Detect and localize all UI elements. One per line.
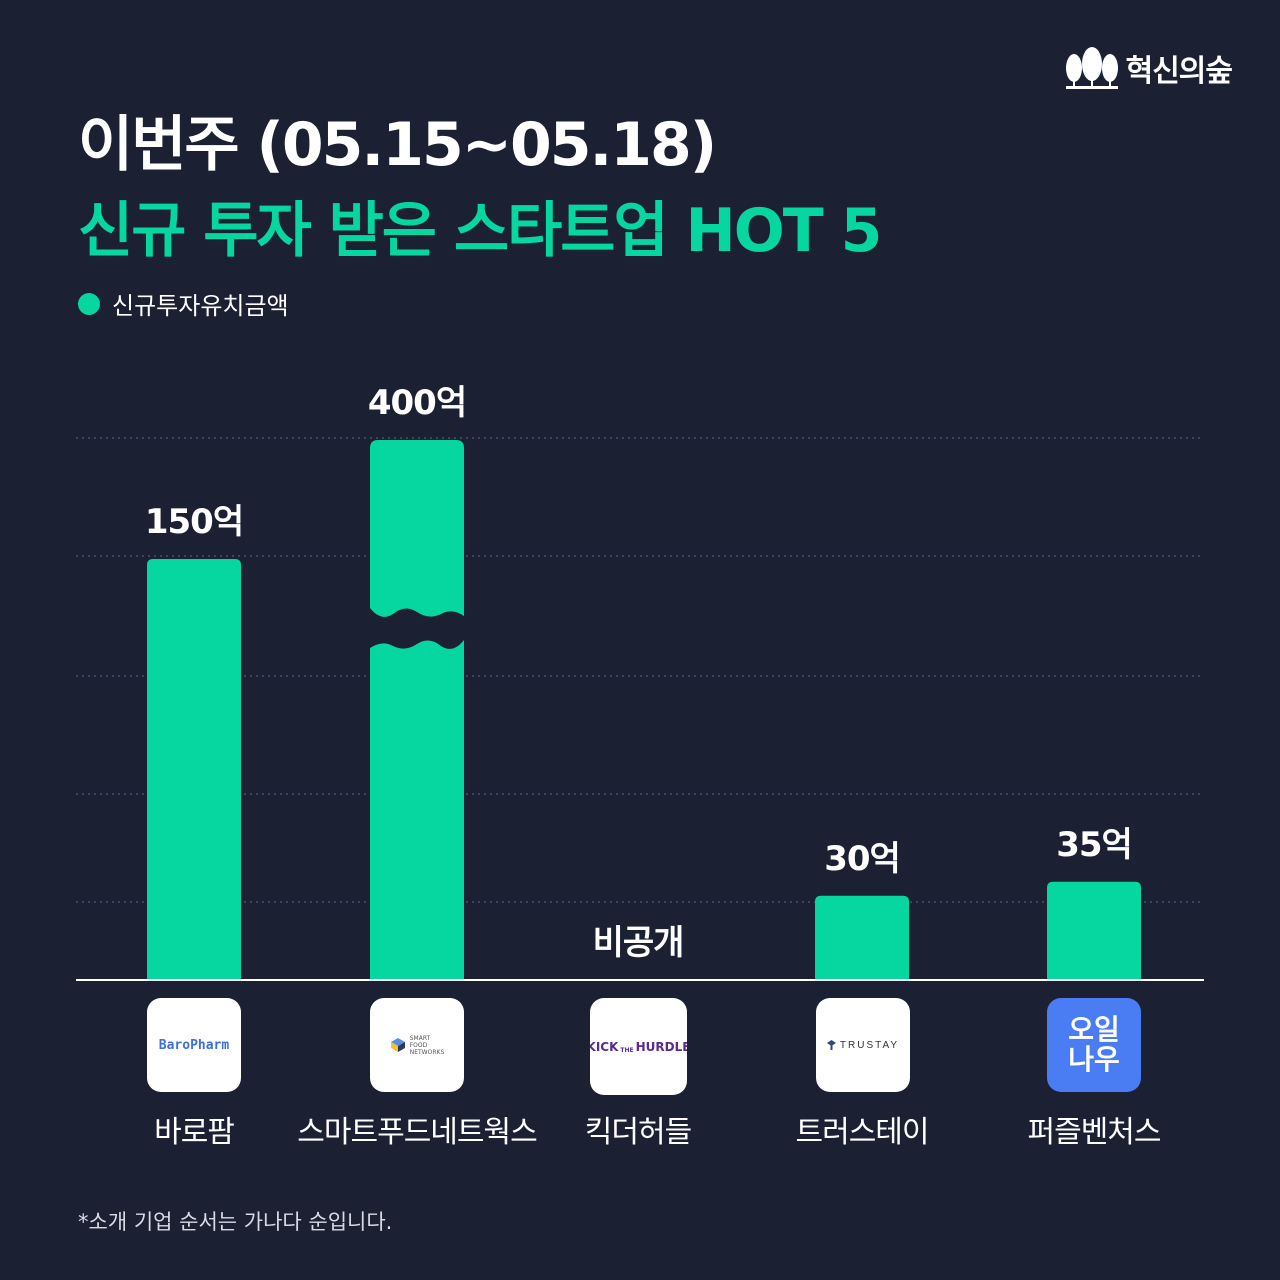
data-label-5: 35억 [1056,825,1132,865]
grid-lines [76,437,1204,903]
bar-5 [1047,881,1141,980]
chart-legend: 신규투자유치금액 [78,286,289,321]
data-label-1: 150억 [145,502,243,542]
category-label-4: 트러스테이 [796,1115,929,1150]
logo-kick-the-hurdle: KICK THE HURDLE [590,998,687,1095]
page-subtitle: 신규 투자 받은 스타트업 HOT 5 [78,196,882,266]
brand-name: 혁신의숲 [1125,54,1233,89]
bar-2-upper [370,440,464,617]
legend-swatch [78,292,100,315]
trustay-logo-text: TRUSTAY [839,1039,900,1051]
page-title: 이번주 (05.15~05.18) [78,110,717,180]
legend-label: 신규투자유치금액 [112,292,289,320]
kth-kick: KICK [590,1039,619,1054]
logo-barofarm: BaroPharm [147,998,241,1092]
ohilnau-line-2: 나우 [1068,1043,1120,1076]
bar-2-lower [370,640,464,980]
bar-1 [147,559,241,980]
brand-logo: 혁신의숲 [1064,46,1233,90]
cube-icon [390,1038,405,1052]
trustay-mark-icon [826,1040,836,1050]
category-label-2: 스마트푸드네트웍스 [297,1115,537,1150]
bar-4 [815,895,909,980]
footnote: *소개 기업 순서는 가나다 순입니다. [78,1210,393,1234]
logo-smart-food-networks: SMART FOOD NETWORKS [370,998,464,1092]
sfn-line-3: NETWORKS [409,1048,445,1056]
ohilnau-line-1: 오일 [1068,1013,1120,1046]
category-labels: 바로팜 스마트푸드네트웍스 킥더허들 트러스테이 퍼즐벤처스 [154,1115,1162,1150]
logo-ohilnau: 오일 나우 [1047,998,1141,1092]
category-label-5: 퍼즐벤처스 [1028,1115,1161,1150]
barofarm-logo-text: BaroPharm [158,1037,230,1053]
kth-the: THE [620,1046,634,1054]
forest-icon [1065,47,1118,89]
logo-trustay: TRUSTAY [816,998,910,1092]
data-label-4: 30억 [824,839,900,879]
data-label-3: 비공개 [593,923,684,963]
sfn-line-1: SMART [409,1034,431,1042]
bars [147,440,1141,980]
sfn-line-2: FOOD [409,1041,428,1049]
kth-hurdle: HURDLE [635,1039,687,1054]
category-label-3: 킥더허들 [585,1115,692,1150]
category-label-1: 바로팜 [154,1115,234,1150]
data-label-2: 400억 [368,383,466,423]
